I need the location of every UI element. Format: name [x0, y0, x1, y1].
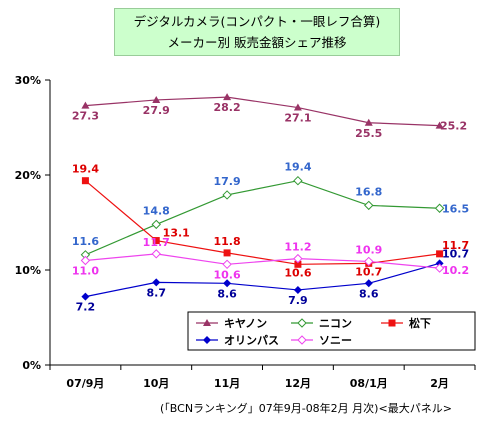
data-label: 10.6 [214, 268, 241, 281]
data-label: 8.6 [359, 287, 379, 300]
series-4-point [364, 256, 374, 267]
data-label: 7.9 [288, 294, 308, 307]
chart-title-line1: デジタルカメラ(コンパクト・一眼レフ合算) [133, 14, 381, 29]
series-2-point [223, 249, 231, 257]
legend-entry: オリンパス [224, 334, 279, 347]
y-tick-label: 30% [15, 74, 41, 87]
series-0-point [152, 95, 161, 103]
data-label: 11.7 [442, 239, 469, 252]
x-tick-label: 08/1月 [350, 377, 388, 390]
series-3-point [81, 292, 90, 301]
legend-box [187, 311, 476, 351]
x-tick-label: 10月 [143, 377, 169, 390]
data-label: 19.4 [284, 161, 311, 174]
series-2-line [85, 180, 440, 265]
data-label: 11.7 [143, 236, 170, 249]
series-1-point [293, 175, 303, 186]
legend-swatch-marker [388, 319, 396, 327]
data-label: 11.0 [72, 265, 99, 278]
data-label: 16.8 [355, 185, 382, 198]
data-label: 19.4 [72, 163, 99, 176]
data-label: 13.1 [163, 227, 190, 240]
series-4-point [293, 253, 303, 264]
x-tick-label: 07/9月 [66, 377, 104, 390]
data-label: 27.9 [143, 104, 170, 117]
series-3-point [364, 279, 373, 288]
legend-swatch-marker [297, 318, 307, 328]
series-1-point [364, 200, 374, 211]
chart-title-box: デジタルカメラ(コンパクト・一眼レフ合算) メーカー別 販売金額シェア推移 [114, 8, 400, 56]
legend-entry: キヤノン [224, 317, 267, 330]
data-label: 8.6 [217, 287, 237, 300]
series-3-point [223, 279, 232, 288]
legend-entry: ソニー [319, 334, 352, 347]
data-label: 25.5 [355, 127, 382, 140]
x-tick-label: 12月 [285, 377, 311, 390]
series-3-point [152, 278, 161, 287]
series-0-point [435, 121, 444, 129]
series-0-point [81, 101, 90, 109]
series-1-point [222, 190, 232, 200]
series-2-point [81, 177, 89, 185]
legend-swatch-marker [203, 319, 211, 326]
y-tick-label: 0% [22, 359, 41, 372]
series-1-point [151, 219, 161, 230]
data-label: 14.8 [143, 204, 170, 217]
legend-swatch-marker [297, 335, 307, 345]
data-label: 10.7 [442, 247, 469, 260]
series-1-line [85, 180, 440, 256]
data-label: 27.3 [72, 110, 99, 123]
x-tick-label: 11月 [214, 377, 240, 390]
source-note: (「BCNランキング」07年9月-08年2月 月次)<最大パネル> [160, 402, 452, 415]
data-label: 27.1 [284, 112, 311, 125]
series-4-line [85, 253, 440, 269]
series-2-point [152, 237, 160, 245]
series-1-point [434, 203, 445, 213]
data-label: 17.9 [214, 175, 241, 188]
series-0-point [293, 103, 302, 111]
data-label: 8.7 [147, 286, 167, 299]
series-3-point [293, 285, 302, 294]
series-3-line [85, 262, 440, 298]
series-0-point [364, 118, 373, 126]
legend-swatch-marker [203, 336, 211, 344]
series-0-line [85, 96, 440, 127]
data-label: 10.7 [355, 265, 382, 278]
x-tick-label: 2月 [430, 377, 449, 390]
data-label: 11.2 [284, 241, 311, 254]
series-0-point [223, 93, 232, 101]
series-2-point [436, 250, 444, 258]
data-label: 10.6 [284, 266, 311, 279]
data-label: 16.5 [442, 202, 469, 215]
y-tick-label: 10% [15, 264, 41, 277]
data-label: 28.2 [214, 101, 241, 114]
series-4-point [80, 255, 91, 266]
data-label: 10.2 [442, 264, 469, 277]
series-4-point [434, 263, 445, 273]
data-label: 25.2 [440, 120, 467, 133]
series-2-point [294, 260, 302, 268]
data-label: 10.9 [355, 243, 382, 256]
legend-entry: ニコン [319, 317, 352, 330]
series-4-point [222, 259, 232, 270]
chart-title-line2: メーカー別 販売金額シェア推移 [167, 35, 347, 50]
legend-entry: 松下 [409, 316, 431, 330]
data-label: 11.8 [214, 235, 241, 248]
data-label: 11.6 [72, 235, 99, 248]
y-tick-label: 20% [15, 169, 41, 182]
data-label: 7.2 [76, 301, 96, 314]
series-4-point [151, 249, 161, 259]
series-3-point [435, 259, 444, 268]
